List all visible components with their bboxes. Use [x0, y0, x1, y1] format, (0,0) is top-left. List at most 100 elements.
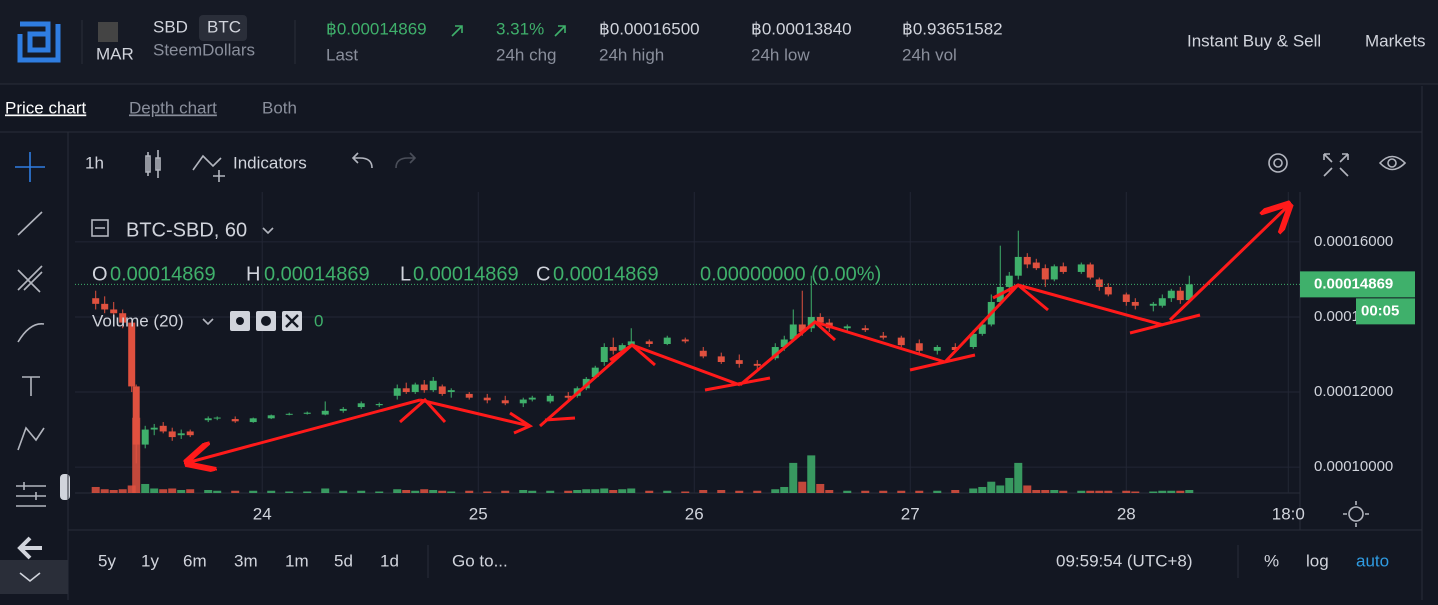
candle-body [951, 347, 959, 351]
asset-name: SteemDollars [153, 40, 255, 59]
nav-link[interactable]: Instant Buy & Sell [1187, 31, 1321, 50]
candle-body [168, 431, 176, 438]
ohlc-change: 0.00000000 (0.00%) [700, 263, 881, 285]
candle-body [1185, 284, 1193, 301]
y-tick-label: 0.00010000 [1314, 458, 1393, 475]
volume-bar [1104, 490, 1113, 493]
volume-bar [1050, 489, 1059, 493]
candle-body [177, 433, 185, 436]
candle-body [141, 429, 149, 445]
tab[interactable]: Both [262, 98, 297, 117]
logo [17, 21, 61, 63]
scale-auto[interactable]: auto [1356, 551, 1389, 570]
candle-body [798, 324, 806, 332]
candle-body [861, 328, 869, 331]
candle-body [204, 418, 212, 421]
range-button[interactable]: 5d [334, 551, 353, 570]
volume-bar [1086, 490, 1095, 493]
annotation-arrows [190, 207, 1287, 462]
x-tick-label: 18:0 [1272, 504, 1305, 523]
tab[interactable]: Price chart [5, 98, 87, 117]
volume-bar [411, 490, 420, 493]
volume-bar [303, 491, 312, 493]
volume-bar [285, 491, 294, 493]
range-button[interactable]: 5y [98, 551, 116, 570]
volume-bar [951, 489, 960, 493]
range-button[interactable]: 1y [141, 551, 159, 570]
candle-body [915, 343, 923, 351]
symbol[interactable]: BTC-SBD, 60 [126, 219, 247, 241]
goto[interactable]: Go to... [452, 551, 508, 570]
countdown: 00:05 [1361, 302, 1399, 319]
volume-bar [118, 489, 127, 493]
candle-body [267, 415, 275, 419]
stat-value: ฿0.93651582 [902, 19, 1003, 38]
volume-bar [546, 490, 555, 493]
volume-bar [564, 490, 573, 493]
candle-body [321, 410, 329, 415]
range-button[interactable]: 1d [380, 551, 399, 570]
volume-bar [780, 486, 789, 493]
volume-bar [357, 490, 366, 493]
candle-body [483, 397, 491, 401]
y-tick-label: 0.00012000 [1314, 383, 1393, 400]
volume-bar [1041, 489, 1050, 493]
volume-bar [375, 491, 384, 493]
volume-bar [861, 490, 870, 493]
volume-bar [1077, 490, 1086, 493]
last-price-box [1300, 271, 1415, 298]
volume-bar [789, 462, 798, 493]
candle-body [1023, 256, 1031, 265]
volume-bar [1149, 491, 1158, 493]
candle-body [519, 399, 527, 404]
collapse-icon[interactable] [91, 219, 109, 237]
candle-body [933, 347, 941, 351]
volume-bar [321, 488, 330, 493]
scale-log[interactable]: log [1306, 551, 1329, 570]
candle-body [843, 326, 851, 329]
volume-bar [91, 486, 100, 493]
plot: 24 25 26 27 28 18:0 0.00010000 0.00012000 0.0001… [75, 192, 1393, 523]
volume-bar [1059, 490, 1068, 493]
x-tick-label: 26 [685, 504, 704, 523]
volume-bar [127, 485, 136, 493]
candle-body [699, 350, 707, 357]
candle-body [897, 337, 905, 346]
volume-bar [618, 489, 627, 493]
volume-bar [717, 489, 726, 493]
volume-bar [402, 489, 411, 493]
x-tick-label: 28 [1117, 504, 1136, 523]
stat-value: ฿0.00013840 [751, 19, 852, 38]
volume-bar [987, 481, 996, 493]
volume-bar [1167, 490, 1176, 493]
volume-bar [420, 489, 429, 493]
x-tick-label: 24 [253, 504, 272, 523]
volume-bar [168, 488, 177, 493]
stat-value: 3.31% [496, 19, 544, 38]
candle-body [132, 386, 140, 445]
candle-body [150, 427, 158, 430]
candle-body [735, 360, 743, 364]
candle-body [771, 347, 779, 359]
stat-label: 24h high [599, 45, 664, 64]
tab[interactable]: Depth chart [129, 98, 217, 117]
volume-bar [1176, 490, 1185, 493]
interval[interactable]: 1h [85, 153, 104, 172]
range-button[interactable]: 1m [285, 551, 309, 570]
nav-link[interactable]: Markets [1365, 31, 1425, 50]
scale-percent[interactable]: % [1264, 551, 1279, 570]
candle-body [429, 380, 437, 391]
indicators[interactable]: Indicators [233, 153, 307, 172]
volume-bar [465, 490, 474, 493]
candle-body [1005, 275, 1013, 287]
volume-bar [1095, 490, 1104, 493]
volume-bar [753, 490, 762, 493]
range-button[interactable]: 6m [183, 551, 207, 570]
candle-body [600, 347, 608, 363]
broken-image [98, 22, 118, 42]
range-button[interactable]: 3m [234, 551, 258, 570]
volume-bar [249, 490, 258, 493]
drawing-tools[interactable] [0, 152, 70, 594]
volume-bar [204, 489, 213, 493]
candle-body [663, 337, 671, 345]
